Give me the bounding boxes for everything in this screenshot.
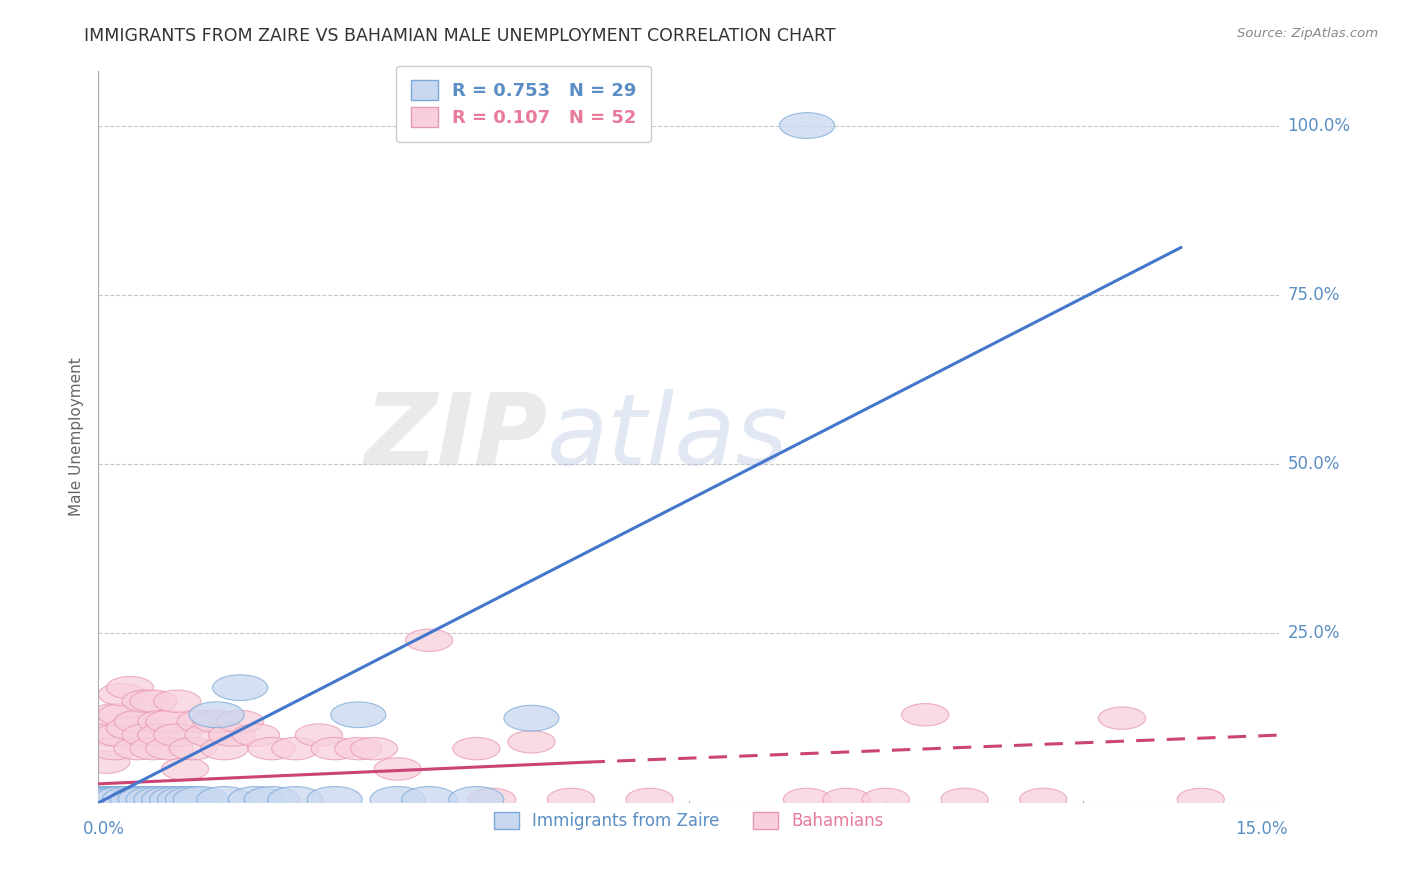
Legend: Immigrants from Zaire, Bahamians: Immigrants from Zaire, Bahamians (485, 804, 893, 838)
Ellipse shape (153, 690, 201, 713)
Ellipse shape (503, 706, 560, 731)
Ellipse shape (405, 629, 453, 651)
Ellipse shape (87, 724, 134, 747)
Ellipse shape (83, 787, 138, 813)
Ellipse shape (169, 738, 217, 760)
Ellipse shape (1019, 789, 1067, 811)
Ellipse shape (138, 710, 186, 732)
Ellipse shape (271, 738, 319, 760)
Ellipse shape (75, 787, 129, 813)
Ellipse shape (79, 787, 134, 813)
Ellipse shape (901, 704, 949, 726)
Ellipse shape (307, 787, 363, 813)
Ellipse shape (245, 787, 299, 813)
Ellipse shape (468, 789, 516, 811)
Ellipse shape (370, 787, 425, 813)
Ellipse shape (149, 787, 205, 813)
Ellipse shape (114, 738, 162, 760)
Ellipse shape (118, 787, 173, 813)
Ellipse shape (129, 738, 177, 760)
Text: atlas: atlas (547, 389, 789, 485)
Ellipse shape (142, 787, 197, 813)
Ellipse shape (1098, 707, 1146, 730)
Ellipse shape (166, 787, 221, 813)
Ellipse shape (508, 731, 555, 753)
Ellipse shape (217, 710, 264, 732)
Ellipse shape (162, 758, 208, 780)
Ellipse shape (127, 787, 181, 813)
Ellipse shape (122, 724, 169, 747)
Ellipse shape (232, 724, 280, 747)
Ellipse shape (134, 787, 188, 813)
Ellipse shape (267, 787, 323, 813)
Ellipse shape (173, 787, 228, 813)
Ellipse shape (212, 674, 267, 700)
Ellipse shape (449, 787, 503, 813)
Ellipse shape (197, 787, 252, 813)
Ellipse shape (177, 710, 225, 732)
Ellipse shape (122, 690, 169, 713)
Text: ZIP: ZIP (364, 389, 547, 485)
Ellipse shape (110, 787, 166, 813)
Text: Source: ZipAtlas.com: Source: ZipAtlas.com (1237, 27, 1378, 40)
Ellipse shape (157, 787, 212, 813)
Ellipse shape (138, 724, 186, 747)
Ellipse shape (90, 738, 138, 760)
Ellipse shape (146, 738, 193, 760)
Ellipse shape (823, 789, 870, 811)
Ellipse shape (941, 789, 988, 811)
Ellipse shape (779, 112, 835, 138)
Text: 0.0%: 0.0% (83, 820, 125, 838)
Text: IMMIGRANTS FROM ZAIRE VS BAHAMIAN MALE UNEMPLOYMENT CORRELATION CHART: IMMIGRANTS FROM ZAIRE VS BAHAMIAN MALE U… (84, 27, 837, 45)
Ellipse shape (188, 702, 245, 728)
Ellipse shape (330, 702, 385, 728)
Ellipse shape (186, 724, 232, 747)
Ellipse shape (90, 787, 146, 813)
Ellipse shape (862, 789, 910, 811)
Ellipse shape (335, 738, 382, 760)
Ellipse shape (90, 704, 138, 726)
Ellipse shape (783, 789, 831, 811)
Ellipse shape (103, 787, 157, 813)
Ellipse shape (1177, 789, 1225, 811)
Ellipse shape (547, 789, 595, 811)
Ellipse shape (146, 710, 193, 732)
Ellipse shape (295, 724, 343, 747)
Ellipse shape (311, 738, 359, 760)
Ellipse shape (94, 787, 149, 813)
Ellipse shape (107, 717, 153, 739)
Ellipse shape (350, 738, 398, 760)
Ellipse shape (107, 676, 153, 698)
Ellipse shape (247, 738, 295, 760)
Ellipse shape (228, 787, 284, 813)
Ellipse shape (374, 758, 422, 780)
Ellipse shape (129, 690, 177, 713)
Text: 15.0%: 15.0% (1234, 820, 1288, 838)
Ellipse shape (83, 751, 129, 773)
Ellipse shape (87, 787, 142, 813)
Ellipse shape (153, 724, 201, 747)
Text: Male Unemployment: Male Unemployment (69, 358, 84, 516)
Text: 50.0%: 50.0% (1288, 455, 1340, 473)
Text: 25.0%: 25.0% (1288, 624, 1340, 642)
Ellipse shape (114, 710, 162, 732)
Text: 75.0%: 75.0% (1288, 285, 1340, 304)
Text: 100.0%: 100.0% (1288, 117, 1350, 135)
Ellipse shape (193, 710, 240, 732)
Ellipse shape (208, 724, 256, 747)
Ellipse shape (94, 724, 142, 747)
Ellipse shape (98, 704, 146, 726)
Ellipse shape (98, 683, 146, 706)
Ellipse shape (402, 787, 457, 813)
Ellipse shape (626, 789, 673, 811)
Ellipse shape (453, 738, 501, 760)
Ellipse shape (79, 789, 127, 811)
Ellipse shape (201, 738, 247, 760)
